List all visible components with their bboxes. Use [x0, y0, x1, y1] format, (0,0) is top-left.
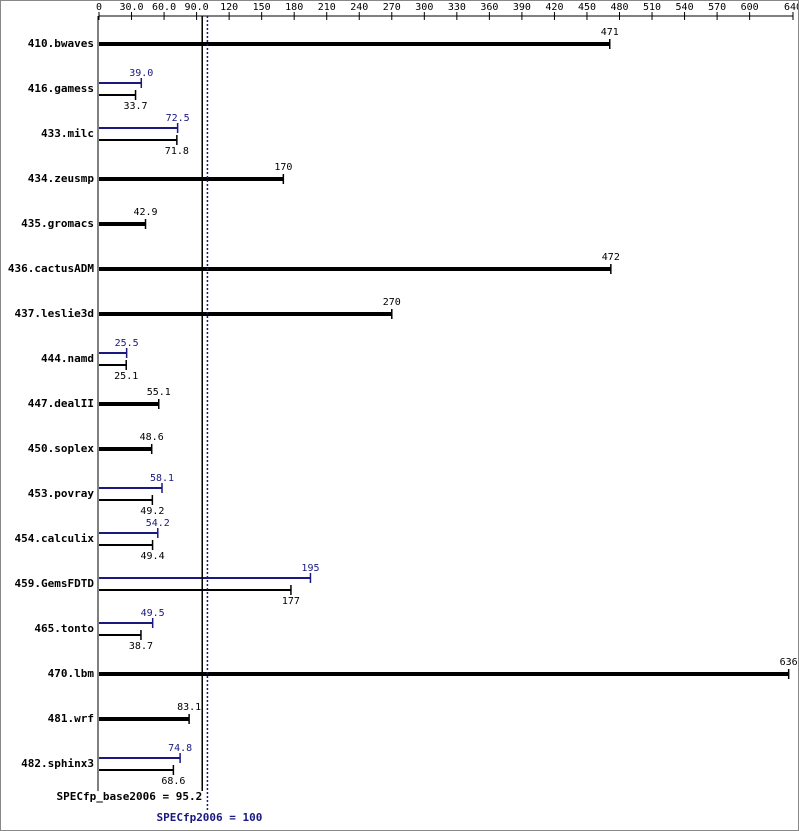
x-tick-label: 510: [643, 2, 661, 13]
category-label: 416.gamess: [28, 82, 94, 95]
category-label: 459.GemsFDTD: [15, 577, 95, 590]
value-label: 25.5: [115, 338, 139, 349]
category-label: 437.leslie3d: [15, 307, 94, 320]
x-tick-label: 210: [318, 2, 336, 13]
value-label: 38.7: [129, 641, 153, 652]
x-tick-label: 570: [708, 2, 726, 13]
value-label: 72.5: [166, 113, 190, 124]
value-label: 471: [601, 27, 619, 38]
x-tick-label: 600: [741, 2, 759, 13]
category-label: 453.povray: [28, 487, 95, 500]
reference-label: SPECfp2006 = 100: [156, 811, 262, 824]
category-label: 450.soplex: [28, 442, 95, 455]
x-tick-label: 180: [285, 2, 303, 13]
x-tick-label: 240: [350, 2, 368, 13]
value-label: 636: [780, 657, 798, 668]
value-label: 177: [282, 596, 300, 607]
category-label: 465.tonto: [34, 622, 94, 635]
value-label: 33.7: [123, 101, 147, 112]
reference-label: SPECfp_base2006 = 95.2: [57, 790, 203, 803]
x-tick-label: 640: [784, 2, 799, 13]
x-tick-label: 450: [578, 2, 596, 13]
value-label: 42.9: [133, 207, 157, 218]
value-label: 55.1: [147, 387, 171, 398]
value-label: 74.8: [168, 743, 192, 754]
category-label: 481.wrf: [48, 712, 94, 725]
value-label: 270: [383, 297, 401, 308]
value-label: 49.4: [141, 551, 165, 562]
value-label: 71.8: [165, 146, 189, 157]
x-tick-label: 0: [96, 2, 102, 13]
x-tick-label: 540: [676, 2, 694, 13]
x-tick-label: 330: [448, 2, 466, 13]
x-tick-label: 390: [513, 2, 531, 13]
category-label: 482.sphinx3: [21, 757, 94, 770]
x-tick-label: 90.0: [185, 2, 209, 13]
x-tick-label: 420: [545, 2, 563, 13]
x-tick-label: 480: [610, 2, 628, 13]
x-tick-label: 30.0: [119, 2, 143, 13]
category-label: 434.zeusmp: [28, 172, 95, 185]
x-tick-label: 150: [253, 2, 271, 13]
value-label: 170: [274, 162, 292, 173]
value-label: 58.1: [150, 473, 174, 484]
category-label: 444.namd: [41, 352, 94, 365]
value-label: 39.0: [129, 68, 153, 79]
category-label: 435.gromacs: [21, 217, 94, 230]
x-tick-label: 60.0: [152, 2, 176, 13]
value-label: 48.6: [140, 432, 164, 443]
value-label: 83.1: [177, 702, 201, 713]
value-label: 195: [301, 563, 319, 574]
category-label: 447.dealII: [28, 397, 94, 410]
value-label: 25.1: [114, 371, 138, 382]
category-label: 470.lbm: [48, 667, 95, 680]
value-label: 54.2: [146, 518, 170, 529]
category-label: 410.bwaves: [28, 37, 94, 50]
value-label: 68.6: [161, 776, 185, 787]
x-tick-label: 360: [480, 2, 498, 13]
value-label: 472: [602, 252, 620, 263]
x-tick-label: 120: [220, 2, 238, 13]
category-label: 433.milc: [41, 127, 94, 140]
value-label: 49.5: [141, 608, 165, 619]
category-label: 454.calculix: [15, 532, 95, 545]
value-label: 49.2: [140, 506, 164, 517]
x-tick-label: 300: [415, 2, 433, 13]
x-tick-label: 270: [383, 2, 401, 13]
category-label: 436.cactusADM: [8, 262, 94, 275]
